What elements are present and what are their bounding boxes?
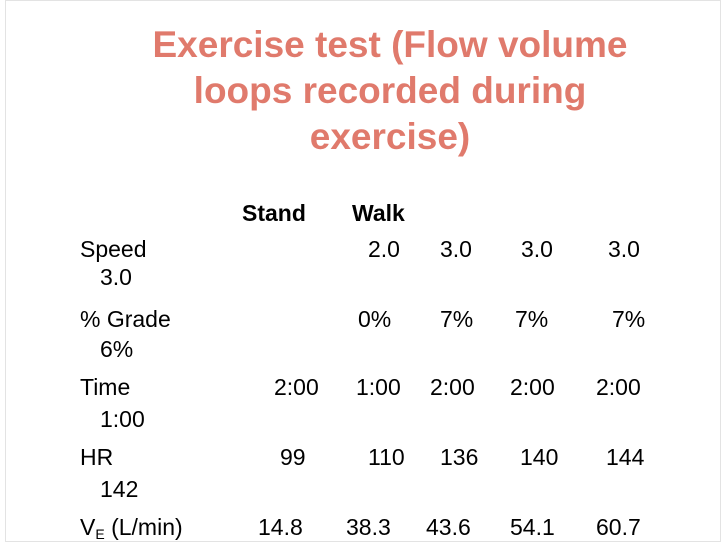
row-label-ve: VE (L/min) — [80, 514, 183, 547]
table-cell: 2:00 — [274, 374, 319, 400]
table-cell: 136 — [440, 444, 479, 470]
column-header-stand: Stand — [242, 200, 306, 226]
title-line: loops recorded during — [193, 70, 587, 111]
table-cell: 2:00 — [510, 374, 555, 400]
row-label-grade: % Grade — [80, 306, 171, 332]
table-cell: 110 — [368, 444, 405, 470]
table-cell: 1:00 — [356, 374, 401, 400]
table-cell: 43.6 — [426, 514, 471, 540]
ve-symbol: V — [80, 514, 96, 540]
table-cell-wrapped: 6% — [100, 336, 134, 362]
slide-title: Exercise test (Flow volume loops recorde… — [100, 22, 680, 160]
table-cell: 7% — [612, 306, 646, 332]
title-line: Exercise test (Flow volume — [152, 24, 628, 65]
row-label-speed: Speed — [80, 236, 147, 262]
table-cell: 140 — [520, 444, 559, 470]
title-line: exercise) — [309, 116, 471, 157]
table-cell: 3.0 — [521, 236, 553, 262]
table-cell: 2:00 — [596, 374, 641, 400]
table-cell: 2.0 — [368, 236, 400, 262]
table-cell: 0% — [358, 306, 392, 332]
table-cell: 2:00 — [430, 374, 475, 400]
row-label-time: Time — [80, 374, 131, 400]
table-cell: 144 — [606, 444, 645, 470]
table-cell-wrapped: 3.0 — [100, 264, 132, 290]
table-cell: 7% — [515, 306, 549, 332]
ve-subscript: E — [95, 526, 105, 542]
row-label-hr: HR — [80, 444, 114, 470]
ve-unit: (L/min) — [104, 514, 183, 540]
table-cell: 3.0 — [608, 236, 640, 262]
table-cell: 3.0 — [440, 236, 472, 262]
column-header-walk: Walk — [352, 200, 405, 226]
table-cell: 7% — [440, 306, 474, 332]
table-cell-wrapped: 1:00 — [100, 406, 145, 432]
table-cell: 60.7 — [596, 514, 641, 540]
table-cell: 38.3 — [346, 514, 391, 540]
table-cell: 54.1 — [510, 514, 555, 540]
table-cell: 99 — [280, 444, 306, 470]
table-cell-wrapped: 142 — [100, 476, 139, 502]
slide-frame — [5, 0, 721, 542]
table-cell: 14.8 — [258, 514, 303, 540]
